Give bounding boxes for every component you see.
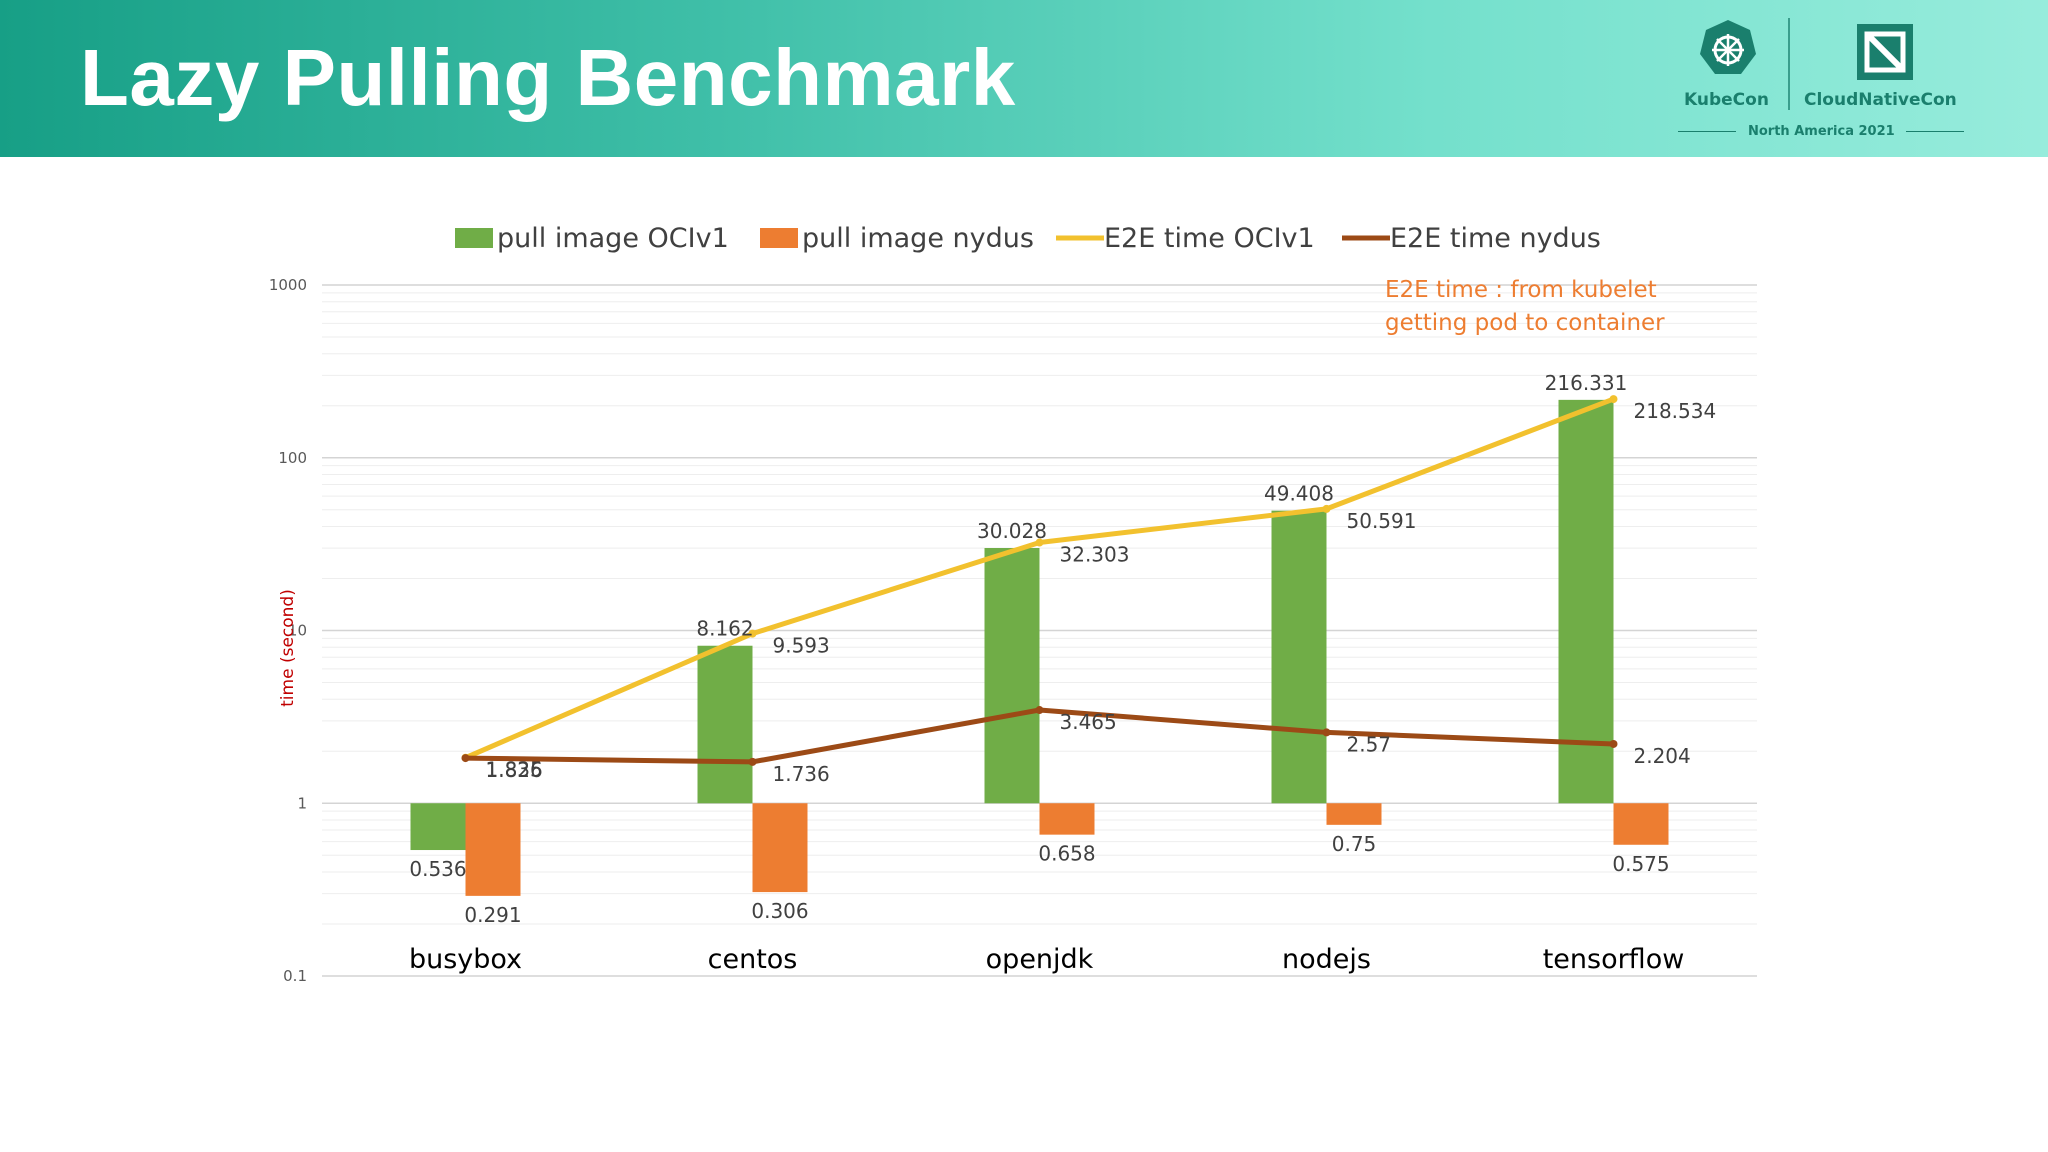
x-category-label: nodejs (1282, 944, 1371, 975)
bar-nydus-openjdk (1039, 803, 1095, 835)
event-label: North America 2021 (1748, 124, 1895, 139)
line-point (1322, 504, 1331, 513)
bar-value-label: 0.575 (1612, 852, 1669, 876)
category-labels: busybox centos openjdk nodejs tensorflow (409, 944, 1684, 975)
legend-swatch (455, 228, 493, 248)
bar-ociv1-busybox (410, 803, 466, 851)
bar-ociv1-nodejs (1271, 510, 1327, 804)
x-category-label: tensorflow (1543, 944, 1685, 975)
bar-value-label: 8.162 (696, 617, 753, 641)
series-lines (461, 395, 1618, 766)
bar-value-label: 0.658 (1038, 842, 1095, 866)
y-tick-label: 100 (278, 449, 307, 467)
data-labels: 0.536 8.162 30.028 49.408 216.331 0.291 0.306 0… (409, 371, 1716, 927)
line-point (1035, 538, 1044, 547)
bar-ociv1-openjdk (984, 548, 1040, 804)
line-point (748, 757, 757, 766)
kubecon-logo: KubeCon CloudNativeCon North America 202… (1670, 12, 1970, 147)
slide-header: Lazy Pulling Benchmark KubeCon CloudNati… (0, 0, 2048, 157)
bar-value-label: 30.028 (977, 519, 1047, 543)
event-rule-left (1678, 131, 1736, 132)
y-tick-label: 1000 (269, 276, 307, 294)
cloudnativecon-label: CloudNativeCon (1804, 90, 1957, 110)
bar-nydus-tensorflow (1613, 803, 1669, 845)
legend-swatch (760, 228, 798, 248)
legend-label: pull image nydus (802, 223, 1034, 254)
bars (410, 399, 1669, 896)
legend-label: pull image OCIv1 (497, 223, 729, 254)
bar-value-label: 0.75 (1332, 832, 1377, 856)
line-value-label: 2.204 (1634, 744, 1691, 768)
line-value-label: 218.534 (1634, 399, 1717, 423)
line-point (461, 754, 470, 763)
legend-label: E2E time OCIv1 (1104, 223, 1315, 254)
bar-value-label: 0.306 (751, 899, 808, 923)
bar-ociv1-tensorflow (1558, 399, 1614, 804)
line-value-label: 9.593 (773, 634, 830, 658)
x-category-label: busybox (409, 944, 522, 975)
logo-divider (1788, 18, 1790, 110)
y-tick-label: 0.1 (283, 967, 307, 985)
e2e-note-line-2: getting pod to container (1385, 310, 1665, 336)
y-axis-ticks: 0.1 1 10 100 1000 (269, 276, 307, 985)
line-point (1609, 739, 1618, 748)
line-point (1322, 728, 1331, 737)
line-point (1609, 395, 1618, 404)
line-value-label: 1.826 (486, 758, 543, 782)
event-rule-right (1906, 131, 1964, 132)
line-value-label: 32.303 (1060, 543, 1130, 567)
bar-ociv1-centos (697, 645, 753, 804)
line-value-label: 2.57 (1347, 732, 1392, 756)
kubecon-label: KubeCon (1684, 90, 1769, 110)
e2e-note-line-1: E2E time : from kubelet (1385, 277, 1657, 303)
bar-value-label: 0.536 (409, 857, 466, 881)
line-value-label: 1.736 (773, 762, 830, 786)
bar-value-label: 49.408 (1264, 482, 1334, 506)
line-value-label: 50.591 (1347, 509, 1417, 533)
legend: pull image OCIv1 pull image nydus E2E time… (455, 223, 1601, 254)
page-title: Lazy Pulling Benchmark (80, 33, 1016, 122)
y-tick-label: 10 (288, 622, 307, 640)
bar-value-label: 0.291 (464, 903, 521, 927)
bar-nydus-nodejs (1326, 803, 1382, 825)
kubecon-helm-icon (1700, 20, 1756, 74)
gridlines (322, 284, 1757, 977)
line-value-label: 3.465 (1060, 710, 1117, 734)
line-point (748, 629, 757, 638)
legend-label: E2E time nydus (1390, 223, 1601, 254)
x-category-label: openjdk (986, 944, 1094, 975)
line-value-label: 1.835 (486, 758, 543, 782)
bar-nydus-centos (752, 803, 808, 893)
line-point (1035, 706, 1044, 715)
bar-value-label: 216.331 (1545, 371, 1628, 395)
y-axis-label: time (second) (278, 589, 298, 707)
cloudnativecon-icon (1857, 24, 1913, 80)
y-tick-label: 1 (297, 794, 307, 812)
bar-nydus-busybox (465, 803, 521, 896)
x-category-label: centos (708, 944, 798, 975)
